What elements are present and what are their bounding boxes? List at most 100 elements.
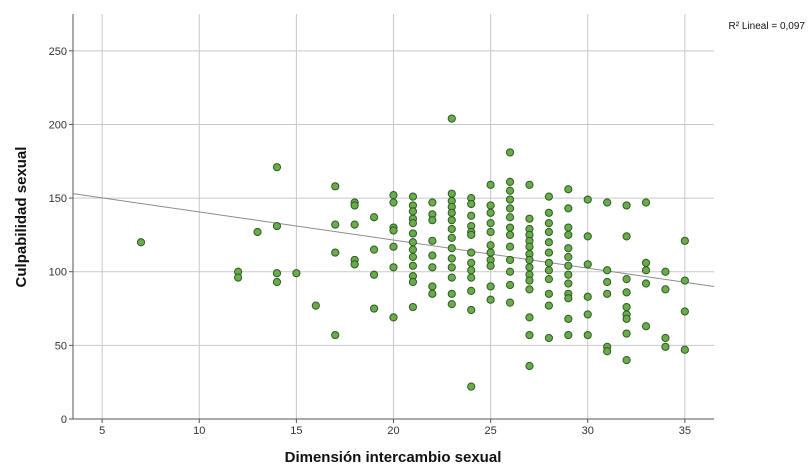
x-axis-title: Dimensión intercambio sexual	[285, 449, 502, 466]
data-point	[565, 245, 572, 252]
data-point	[468, 274, 475, 281]
x-tick-label-30: 30	[582, 425, 594, 437]
data-point	[273, 222, 280, 229]
data-point	[468, 383, 475, 390]
data-point	[681, 237, 688, 244]
y-tick-label-250: 250	[49, 46, 67, 58]
data-point	[448, 217, 455, 224]
data-point	[604, 348, 611, 355]
data-point	[565, 224, 572, 231]
data-point	[429, 283, 436, 290]
data-point	[623, 330, 630, 337]
data-point	[545, 334, 552, 341]
data-point	[604, 199, 611, 206]
data-point	[429, 264, 436, 271]
data-point	[565, 186, 572, 193]
r-squared-annotation: R² Lineal = 0,097	[729, 21, 806, 32]
data-point	[584, 233, 591, 240]
data-point	[351, 221, 358, 228]
data-point	[681, 308, 688, 315]
data-point	[565, 295, 572, 302]
data-point	[448, 234, 455, 241]
data-point	[526, 264, 533, 271]
data-point	[487, 202, 494, 209]
data-point	[623, 356, 630, 363]
data-point	[642, 267, 649, 274]
data-point	[623, 303, 630, 310]
data-point	[468, 306, 475, 313]
data-point	[370, 305, 377, 312]
data-point	[332, 183, 339, 190]
data-point	[332, 221, 339, 228]
x-tick-label-10: 10	[193, 425, 205, 437]
data-point	[545, 290, 552, 297]
data-point	[409, 230, 416, 237]
data-point	[487, 181, 494, 188]
data-point	[468, 212, 475, 219]
data-point	[623, 275, 630, 282]
data-point	[506, 178, 513, 185]
data-point	[526, 215, 533, 222]
data-point	[662, 268, 669, 275]
data-point	[448, 255, 455, 262]
data-point	[448, 190, 455, 197]
x-tick-labels: 5 10 15 20 25 30 35	[99, 425, 691, 437]
data-point	[565, 315, 572, 322]
data-point	[642, 323, 649, 330]
data-point	[506, 205, 513, 212]
data-point	[448, 115, 455, 122]
data-point	[584, 293, 591, 300]
data-point	[429, 252, 436, 259]
data-point	[390, 199, 397, 206]
data-point	[409, 208, 416, 215]
data-point	[545, 193, 552, 200]
data-point	[273, 270, 280, 277]
data-point	[662, 334, 669, 341]
y-axis-title: Culpabilidad sexual	[13, 147, 30, 288]
data-point	[623, 202, 630, 209]
data-point	[409, 303, 416, 310]
data-point	[273, 164, 280, 171]
data-point	[487, 209, 494, 216]
data-point	[584, 331, 591, 338]
data-point	[545, 228, 552, 235]
data-point	[487, 242, 494, 249]
data-point	[526, 362, 533, 369]
data-point	[448, 274, 455, 281]
data-point	[604, 267, 611, 274]
data-point	[429, 237, 436, 244]
data-point	[584, 261, 591, 268]
data-point	[448, 209, 455, 216]
data-point	[584, 311, 591, 318]
data-point	[235, 274, 242, 281]
data-point	[565, 271, 572, 278]
y-tick-label-100: 100	[49, 267, 67, 279]
data-point	[642, 199, 649, 206]
data-point	[409, 278, 416, 285]
data-point	[545, 302, 552, 309]
data-point	[137, 239, 144, 246]
grid-lines	[73, 14, 714, 419]
data-point	[681, 346, 688, 353]
x-tick-label-25: 25	[484, 425, 496, 437]
data-point	[526, 181, 533, 188]
data-point	[642, 280, 649, 287]
data-point	[506, 243, 513, 250]
data-point	[409, 239, 416, 246]
data-point	[545, 275, 552, 282]
y-tick-label-0: 0	[61, 414, 67, 426]
data-point	[468, 287, 475, 294]
data-point	[448, 290, 455, 297]
data-point	[390, 264, 397, 271]
data-point	[468, 231, 475, 238]
data-point	[506, 196, 513, 203]
data-point	[409, 246, 416, 253]
data-point	[506, 231, 513, 238]
data-point	[409, 193, 416, 200]
data-point	[487, 228, 494, 235]
data-point	[623, 315, 630, 322]
data-point	[604, 290, 611, 297]
data-point	[506, 268, 513, 275]
data-point	[468, 259, 475, 266]
